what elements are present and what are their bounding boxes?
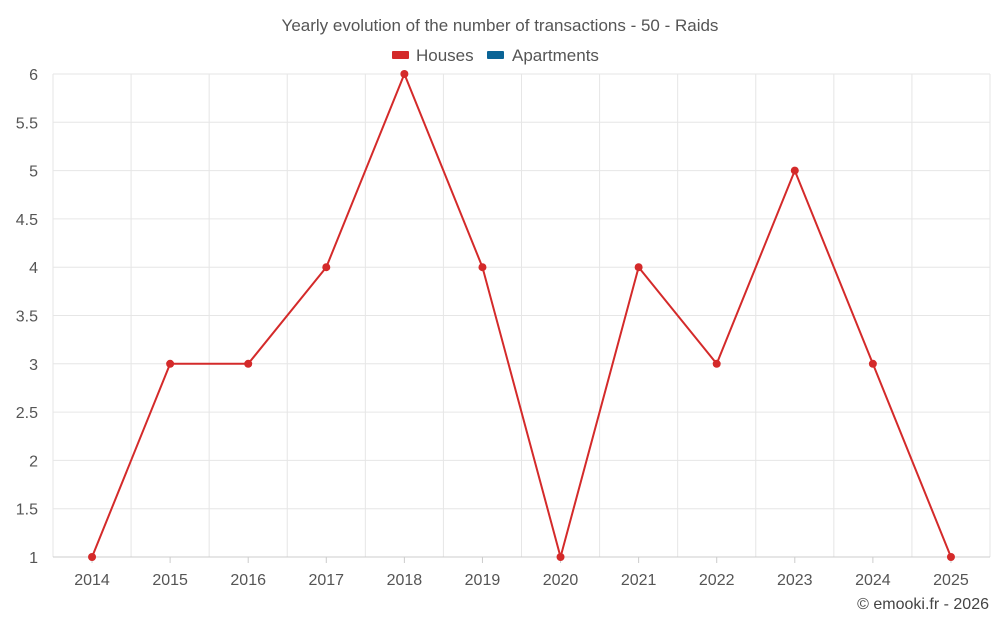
credit-text: © emooki.fr - 2026	[857, 596, 989, 613]
x-tick-label: 2021	[621, 572, 657, 589]
y-tick-label: 2.5	[16, 405, 38, 422]
y-tick-label: 2	[29, 453, 38, 470]
y-tick-label: 5	[29, 164, 38, 181]
data-point-houses-2016[interactable]	[244, 359, 253, 368]
data-point-houses-2021[interactable]	[634, 263, 643, 272]
data-point-houses-2023[interactable]	[790, 166, 799, 175]
x-tick-label: 2014	[74, 572, 110, 589]
series-line-houses	[91, 73, 952, 558]
legend-item-houses[interactable]: Houses	[392, 46, 474, 65]
y-tick-label: 3.5	[16, 309, 38, 326]
data-point-houses-2024[interactable]	[868, 359, 877, 368]
y-tick-label: 4	[29, 260, 38, 277]
legend-label-apartments: Apartments	[512, 46, 599, 65]
legend: Houses Apartments	[392, 46, 599, 65]
data-point-houses-2015[interactable]	[166, 359, 175, 368]
chart-title: Yearly evolution of the number of transa…	[282, 16, 719, 35]
x-tick-label: 2018	[387, 572, 423, 589]
x-tick-label: 2025	[933, 572, 969, 589]
data-point-houses-2020[interactable]	[556, 553, 565, 561]
x-tick-label: 2022	[699, 572, 735, 589]
x-tick-label: 2016	[230, 572, 266, 589]
grid	[52, 73, 991, 557]
y-tick-label: 3	[29, 357, 38, 374]
y-tick-label: 1	[29, 550, 38, 567]
y-tick-label: 4.5	[16, 212, 38, 229]
x-axis-ticks: 2014 2015 2016 2017 2018 2019 2020 2021 2022 2023…	[74, 557, 969, 589]
x-tick-label: 2020	[543, 572, 579, 589]
y-axis-ticks: 1 1.5 2 2.5 3 3.5 4 4.5 5 5.5 6	[16, 67, 38, 567]
data-point-houses-2022[interactable]	[712, 359, 721, 368]
data-point-houses-2018[interactable]	[400, 70, 409, 78]
series-houses	[88, 70, 955, 561]
x-tick-label: 2023	[777, 572, 813, 589]
x-tick-label: 2017	[308, 572, 344, 589]
data-point-houses-2025[interactable]	[946, 553, 955, 561]
x-tick-label: 2019	[465, 572, 501, 589]
y-tick-label: 1.5	[16, 502, 38, 519]
data-point-houses-2014[interactable]	[88, 553, 97, 561]
x-tick-label: 2024	[855, 572, 891, 589]
data-point-houses-2017[interactable]	[322, 263, 331, 272]
legend-item-apartments[interactable]: Apartments	[487, 46, 599, 65]
legend-label-houses: Houses	[416, 46, 474, 65]
y-tick-label: 6	[29, 67, 38, 84]
x-tick-label: 2015	[152, 572, 188, 589]
data-point-houses-2019[interactable]	[478, 263, 487, 272]
legend-swatch-apartments	[487, 51, 504, 59]
y-tick-label: 5.5	[16, 115, 38, 132]
legend-swatch-houses	[392, 51, 409, 59]
